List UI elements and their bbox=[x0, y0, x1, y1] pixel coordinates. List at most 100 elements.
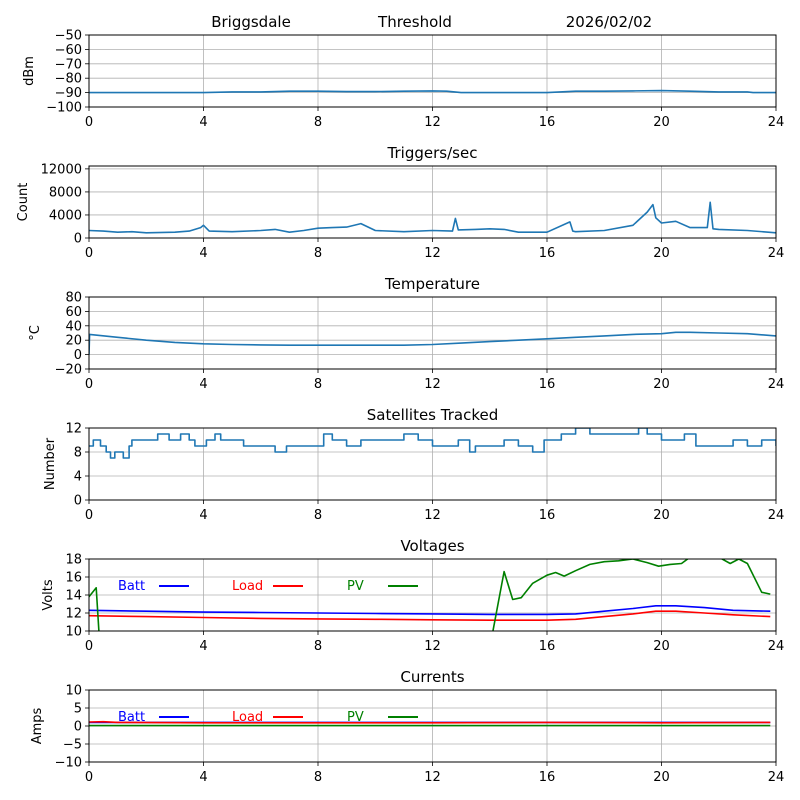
x-tick-label: 12 bbox=[424, 770, 441, 785]
y-tick-label: 8000 bbox=[49, 185, 82, 200]
x-tick-label: 8 bbox=[314, 246, 322, 261]
series-line-temperature bbox=[89, 331, 776, 355]
y-tick-label: −10 bbox=[55, 756, 82, 771]
x-tick-label: 0 bbox=[85, 115, 93, 130]
series-group bbox=[89, 428, 776, 459]
y-tick-label: 0 bbox=[74, 494, 82, 509]
y-axis-label: Amps bbox=[30, 707, 45, 744]
x-tick-label: 24 bbox=[768, 246, 785, 261]
legend-item-pv: PV bbox=[347, 579, 418, 594]
y-axis: −100−90−80−70−60−50 bbox=[46, 29, 89, 116]
series-line-triggers bbox=[89, 201, 776, 234]
chart-panel-signal: 0 4 8 12 16 20 24 −100−90−80−70−60−50 dBm bbox=[22, 29, 784, 131]
y-axis-label: dBm bbox=[22, 56, 37, 86]
series-line-load bbox=[89, 720, 771, 724]
y-tick-label: 5 bbox=[74, 702, 82, 717]
y-tick-label: 20 bbox=[65, 334, 82, 349]
chart-title: Satellites Tracked bbox=[367, 406, 498, 424]
x-tick-label: 24 bbox=[768, 770, 785, 785]
series-line-signal bbox=[89, 89, 776, 94]
x-tick-label: 16 bbox=[539, 508, 556, 523]
series-group bbox=[89, 720, 771, 727]
series-group bbox=[89, 201, 776, 234]
legend-item-load: Load bbox=[232, 710, 303, 725]
y-tick-label: 10 bbox=[65, 684, 82, 699]
y-tick-label: 0 bbox=[74, 720, 82, 735]
series-line-pv bbox=[89, 559, 771, 631]
x-tick-label: 16 bbox=[539, 246, 556, 261]
y-tick-label: −100 bbox=[46, 101, 82, 116]
x-axis: 0 4 8 12 16 20 24 bbox=[85, 762, 784, 785]
legend-item-load: Load bbox=[232, 579, 303, 594]
legend-label: Load bbox=[232, 579, 263, 594]
series-group bbox=[89, 559, 771, 631]
station-name: Briggsdale bbox=[211, 13, 291, 31]
chart-title: Currents bbox=[400, 668, 464, 686]
y-tick-label: 14 bbox=[65, 589, 82, 604]
x-tick-label: 12 bbox=[424, 115, 441, 130]
x-tick-label: 24 bbox=[768, 508, 785, 523]
y-tick-label: −80 bbox=[55, 72, 82, 87]
legend-label: Batt bbox=[118, 710, 145, 725]
series-line-batt bbox=[89, 605, 771, 616]
x-tick-label: 4 bbox=[199, 377, 207, 392]
x-tick-label: 4 bbox=[199, 246, 207, 261]
legend-item-batt: Batt bbox=[118, 710, 189, 725]
y-tick-label: 60 bbox=[65, 305, 82, 320]
x-tick-label: 16 bbox=[539, 377, 556, 392]
x-tick-label: 12 bbox=[424, 246, 441, 261]
x-tick-label: 20 bbox=[653, 246, 670, 261]
x-tick-label: 8 bbox=[314, 639, 322, 654]
y-tick-label: 12 bbox=[65, 607, 82, 622]
legend: Batt Load PV bbox=[118, 710, 418, 725]
y-tick-label: 0 bbox=[74, 232, 82, 247]
y-tick-label: 18 bbox=[65, 553, 82, 568]
chart-panel-voltages: 0 4 8 12 16 20 24 10 12 14 16 18 Volts Voltages Batt Lo… bbox=[41, 537, 784, 654]
chart-panel-triggers: 0 4 8 12 16 20 24 0 4000 8000 12000 Count Triggers/s… bbox=[16, 144, 784, 261]
chart-title: Triggers/sec bbox=[387, 144, 478, 162]
x-tick-label: 20 bbox=[653, 639, 670, 654]
legend-label: PV bbox=[347, 710, 364, 725]
legend-label: Load bbox=[232, 710, 263, 725]
x-tick-label: 24 bbox=[768, 377, 785, 392]
series-line-load bbox=[89, 610, 771, 621]
chart-title: Voltages bbox=[400, 537, 464, 555]
x-tick-label: 0 bbox=[85, 246, 93, 261]
y-tick-label: 0 bbox=[74, 348, 82, 363]
y-axis: 0 4000 8000 12000 bbox=[41, 162, 89, 247]
x-tick-label: 20 bbox=[653, 377, 670, 392]
x-tick-label: 16 bbox=[539, 770, 556, 785]
legend-item-pv: PV bbox=[347, 710, 418, 725]
x-tick-label: 16 bbox=[539, 639, 556, 654]
figure-header: Briggsdale Threshold 2026/02/02 bbox=[211, 13, 652, 31]
x-tick-label: 8 bbox=[314, 377, 322, 392]
x-tick-label: 0 bbox=[85, 770, 93, 785]
x-tick-label: 4 bbox=[199, 508, 207, 523]
series-line-satellites bbox=[89, 428, 776, 459]
series-group bbox=[89, 331, 776, 355]
y-tick-label: −70 bbox=[55, 57, 82, 72]
y-axis: 10 12 14 16 18 bbox=[65, 553, 89, 640]
x-tick-label: 12 bbox=[424, 377, 441, 392]
x-tick-label: 12 bbox=[424, 508, 441, 523]
chart-title: Temperature bbox=[384, 275, 480, 293]
x-tick-label: 4 bbox=[199, 115, 207, 130]
x-tick-label: 4 bbox=[199, 770, 207, 785]
y-tick-label: 4000 bbox=[49, 208, 82, 223]
x-tick-label: 20 bbox=[653, 115, 670, 130]
y-tick-label: 80 bbox=[65, 291, 82, 306]
x-tick-label: 0 bbox=[85, 639, 93, 654]
date-label: 2026/02/02 bbox=[566, 13, 652, 31]
x-tick-label: 4 bbox=[199, 639, 207, 654]
legend: Batt Load PV bbox=[118, 579, 418, 594]
y-tick-label: −50 bbox=[55, 29, 82, 44]
legend-label: PV bbox=[347, 579, 364, 594]
y-tick-label: 12 bbox=[65, 422, 82, 437]
x-axis: 0 4 8 12 16 20 24 bbox=[85, 369, 784, 392]
y-tick-label: −60 bbox=[55, 43, 82, 58]
y-tick-label: −5 bbox=[63, 738, 82, 753]
